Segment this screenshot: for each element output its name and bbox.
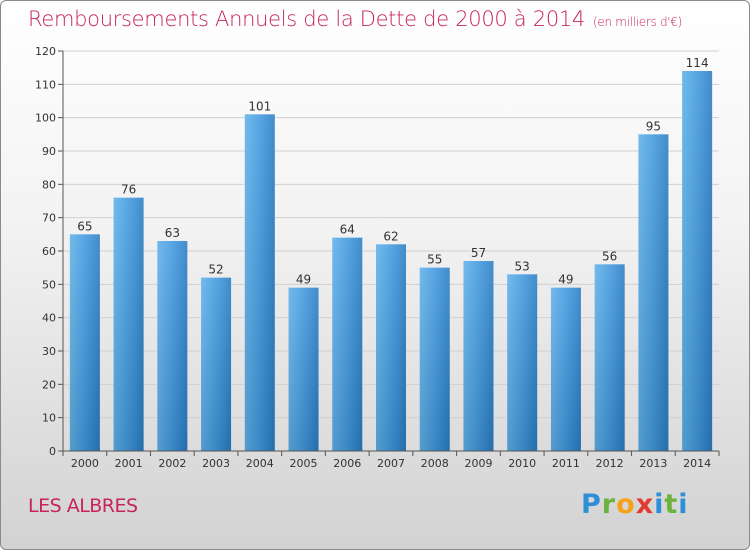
x-tick-label: 2000 — [71, 457, 99, 470]
bar-2006 — [332, 237, 363, 451]
y-tick-label: 110 — [35, 78, 56, 91]
bar-2007 — [376, 244, 406, 451]
chart-title-text: Remboursements Annuels de la Dette de 20… — [28, 7, 585, 31]
bar-shade — [244, 114, 275, 451]
data-label: 56 — [602, 249, 617, 263]
x-tick-label: 2013 — [639, 457, 667, 470]
y-tick-label: 20 — [42, 378, 56, 391]
proxiti-logo: Proxiti — [581, 489, 689, 520]
x-tick-label: 2007 — [377, 457, 405, 470]
bar-shade — [288, 287, 319, 451]
x-tick-label: 2006 — [333, 457, 361, 470]
y-tick-label: 80 — [42, 178, 56, 191]
y-tick-label: 120 — [35, 45, 56, 58]
bar-2004 — [244, 114, 275, 451]
bar-2003 — [201, 277, 232, 451]
bar-shade — [682, 71, 713, 451]
bar-2000 — [69, 234, 100, 451]
x-tick-label: 2002 — [158, 457, 186, 470]
place-name: LES ALBRES — [28, 495, 138, 517]
data-label: 95 — [646, 119, 661, 133]
bar-shade — [550, 287, 581, 451]
logo-letter: r — [601, 489, 617, 520]
y-tick-label: 70 — [42, 212, 56, 225]
logo-letter: i — [654, 489, 665, 520]
y-tick-label: 10 — [42, 412, 56, 425]
data-label: 49 — [296, 273, 311, 287]
y-tick-label: 40 — [42, 312, 56, 325]
bar-2011 — [550, 287, 581, 451]
x-tick-label: 2012 — [596, 457, 624, 470]
bar-shade — [332, 237, 363, 451]
bar-shade — [201, 277, 232, 451]
data-label: 76 — [121, 183, 136, 197]
bar-2012 — [594, 264, 625, 451]
bar-2014 — [682, 71, 713, 451]
x-tick-label: 2009 — [464, 457, 492, 470]
bar-2009 — [463, 261, 494, 451]
chart-title: Remboursements Annuels de la Dette de 20… — [28, 7, 682, 31]
x-tick-label: 2004 — [246, 457, 274, 470]
chart-unit-note: (en milliers d'€) — [593, 15, 683, 29]
y-tick-label: 0 — [49, 445, 56, 458]
bar-shade — [594, 264, 625, 451]
bar-shade — [463, 261, 494, 451]
x-axis-ticks: 2000 2001 2002 2003 2004 2005 2006 2007 2008 2009… — [62, 451, 720, 470]
y-tick-label: 90 — [42, 145, 56, 158]
logo-letter: o — [616, 489, 636, 520]
x-tick-label: 2008 — [421, 457, 449, 470]
bar-shade — [113, 197, 144, 451]
x-tick-label: 2001 — [115, 457, 143, 470]
bars — [69, 71, 713, 452]
logo-letter: x — [635, 489, 655, 520]
data-label: 57 — [471, 246, 486, 260]
data-label: 64 — [340, 223, 355, 237]
logo-letter: i — [678, 489, 689, 520]
data-label: 52 — [208, 263, 223, 277]
bar-shade — [157, 241, 188, 451]
data-labels: 65 76 63 52 101 49 64 62 55 57 53 49 56 95 114 — [77, 56, 708, 287]
data-label: 63 — [165, 226, 180, 240]
bar-shade — [638, 134, 669, 452]
y-tick-label: 100 — [35, 112, 56, 125]
data-label: 65 — [77, 219, 92, 233]
x-tick-label: 2011 — [552, 457, 580, 470]
bar-2001 — [113, 197, 144, 451]
y-tick-label: 50 — [42, 278, 56, 291]
bar-shade — [507, 274, 538, 451]
bar-shade — [419, 267, 450, 451]
logo-letter: P — [581, 489, 602, 520]
bar-2010 — [507, 274, 538, 451]
logo-letter: t — [664, 489, 679, 520]
y-tick-label: 30 — [42, 345, 56, 358]
data-label: 53 — [515, 259, 530, 273]
bar-2002 — [157, 241, 188, 451]
bar-shade — [376, 244, 406, 451]
x-tick-label: 2005 — [290, 457, 318, 470]
y-axis-ticks: 0 10 20 30 40 50 60 70 80 90 100 110 120 — [35, 45, 63, 458]
bar-shade — [69, 234, 100, 451]
bar-2005 — [288, 287, 319, 451]
data-label: 49 — [558, 273, 573, 287]
x-tick-label: 2003 — [202, 457, 230, 470]
y-tick-label: 60 — [42, 245, 56, 258]
x-tick-label: 2014 — [683, 457, 711, 470]
bar-2008 — [419, 267, 450, 451]
bar-2013 — [638, 134, 669, 452]
data-label: 62 — [383, 229, 398, 243]
data-label: 114 — [686, 56, 709, 70]
data-label: 55 — [427, 253, 442, 267]
data-label: 101 — [248, 99, 271, 113]
x-tick-label: 2010 — [508, 457, 536, 470]
